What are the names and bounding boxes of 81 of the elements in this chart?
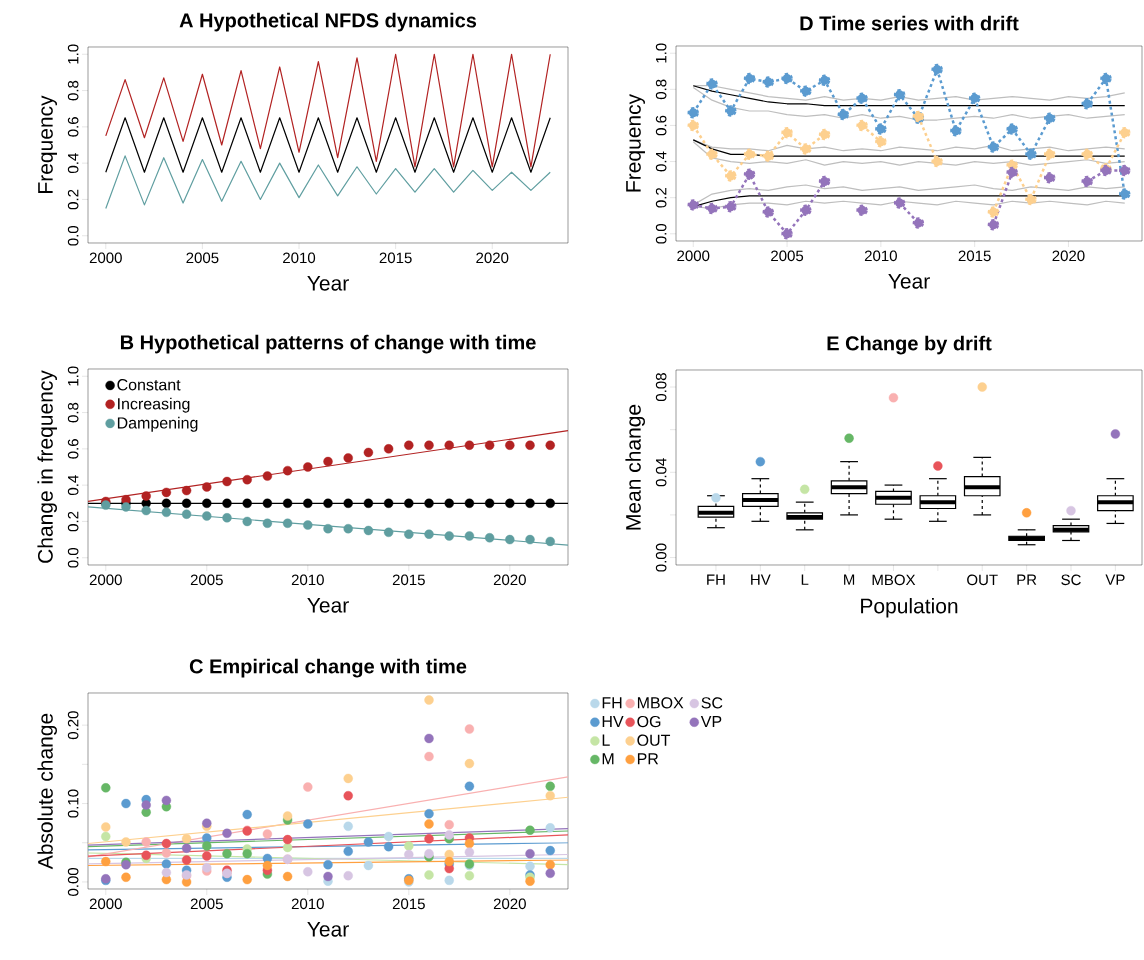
x-tick-label: 2000: [677, 250, 710, 262]
y-tick-label: 0.0: [655, 223, 667, 244]
legend-label: PR: [637, 753, 659, 765]
x-tick-label: 2005: [771, 250, 804, 262]
x-tick-label: 2020: [493, 898, 526, 910]
x-tick-label: 2005: [186, 252, 219, 264]
x-tick-label: 2010: [291, 574, 324, 586]
x-axis-title: Year: [307, 598, 349, 613]
y-tick-label: 0.00: [655, 543, 667, 572]
x-tick-label: VP: [1105, 574, 1125, 585]
legend-label: Constant: [117, 379, 181, 391]
x-tick-label: 2005: [190, 574, 223, 586]
x-tick-label: FH: [707, 574, 725, 585]
x-tick-label: 2020: [493, 574, 526, 586]
y-tick-label: 0.10: [67, 789, 79, 818]
y-tick-label: 0.04: [655, 458, 667, 487]
legend-label: SC: [701, 697, 723, 709]
x-tick-label: 2010: [864, 250, 897, 262]
x-axis-title: Year: [307, 276, 349, 291]
y-axis-title: Mean change: [625, 404, 645, 530]
y-tick-label: 0.2: [67, 189, 79, 210]
y-tick-label: 1.0: [655, 43, 667, 63]
x-axis-title: Population: [861, 598, 958, 618]
y-tick-label: 1.0: [67, 366, 79, 386]
x-tick-label: 2015: [958, 250, 991, 262]
chart-title: D Time series with drift: [800, 15, 1019, 31]
y-axis-title: Absolute change: [37, 713, 57, 870]
y-tick-label: 0.8: [67, 402, 79, 423]
y-tick-label: 0.8: [655, 79, 667, 100]
y-tick-label: 0.0: [67, 225, 79, 246]
x-axis-title: Year: [307, 922, 349, 937]
y-tick-label: 0.4: [655, 151, 667, 172]
y-tick-label: 0.4: [67, 475, 79, 495]
x-tick-label: 2000: [89, 898, 122, 910]
x-tick-label: 2000: [89, 252, 122, 264]
legend-label: Dampening: [117, 416, 198, 432]
legend-label: Increasing: [118, 397, 190, 413]
legend-label: OG: [637, 715, 661, 728]
x-tick-label: 2015: [379, 252, 412, 264]
y-tick-label: 0.00: [67, 867, 79, 896]
y-tick-label: 1.0: [67, 44, 79, 64]
y-tick-label: 0.6: [67, 439, 79, 459]
x-tick-label: PR: [1017, 574, 1037, 585]
legend-label: M: [602, 753, 614, 765]
x-tick-label: 2020: [476, 252, 509, 264]
y-axis-title: Frequency: [38, 95, 57, 193]
y-tick-label: 0.0: [67, 547, 79, 568]
y-axis-title: Change in frequency: [37, 370, 57, 563]
x-tick-label: MBOX: [872, 574, 916, 586]
y-tick-label: 0.8: [67, 80, 79, 101]
x-tick-label: HV: [751, 574, 771, 585]
y-tick-label: 0.4: [67, 153, 79, 173]
legend-label: L: [602, 734, 610, 746]
x-axis-title: Year: [888, 274, 930, 289]
x-tick-label: 2015: [392, 898, 425, 910]
y-tick-label: 0.20: [67, 711, 79, 740]
y-axis-title: Frequency: [626, 93, 645, 192]
y-tick-label: 0.2: [67, 511, 79, 532]
legend-label: FH: [602, 697, 622, 709]
chart-title: A Hypothetical NFDS dynamics: [179, 12, 477, 32]
chart-title: E Change by drift: [827, 335, 992, 355]
legend-label: HV: [602, 715, 624, 727]
x-tick-label: 2000: [89, 574, 122, 586]
chart-title: B Hypothetical patterns of change with time: [120, 334, 536, 354]
x-tick-label: M: [844, 574, 855, 585]
legend-label: MBOX: [637, 697, 684, 709]
chart-title: C Empirical change with time: [189, 658, 467, 678]
y-tick-label: 0.08: [655, 373, 667, 402]
y-tick-label: 0.6: [655, 115, 667, 136]
x-tick-label: L: [801, 574, 809, 585]
x-tick-label: SC: [1061, 574, 1081, 586]
x-tick-label: 2005: [190, 898, 223, 910]
x-tick-label: 2010: [291, 898, 324, 910]
x-tick-label: 2015: [392, 574, 425, 586]
x-tick-label: 2020: [1052, 250, 1085, 262]
x-tick-label: OUT: [967, 574, 998, 586]
y-tick-label: 0.6: [67, 117, 79, 137]
legend-label: VP: [700, 715, 722, 727]
y-tick-label: 0.2: [655, 187, 667, 208]
x-tick-label: 2010: [283, 252, 316, 264]
legend-label: OUT: [637, 734, 671, 746]
